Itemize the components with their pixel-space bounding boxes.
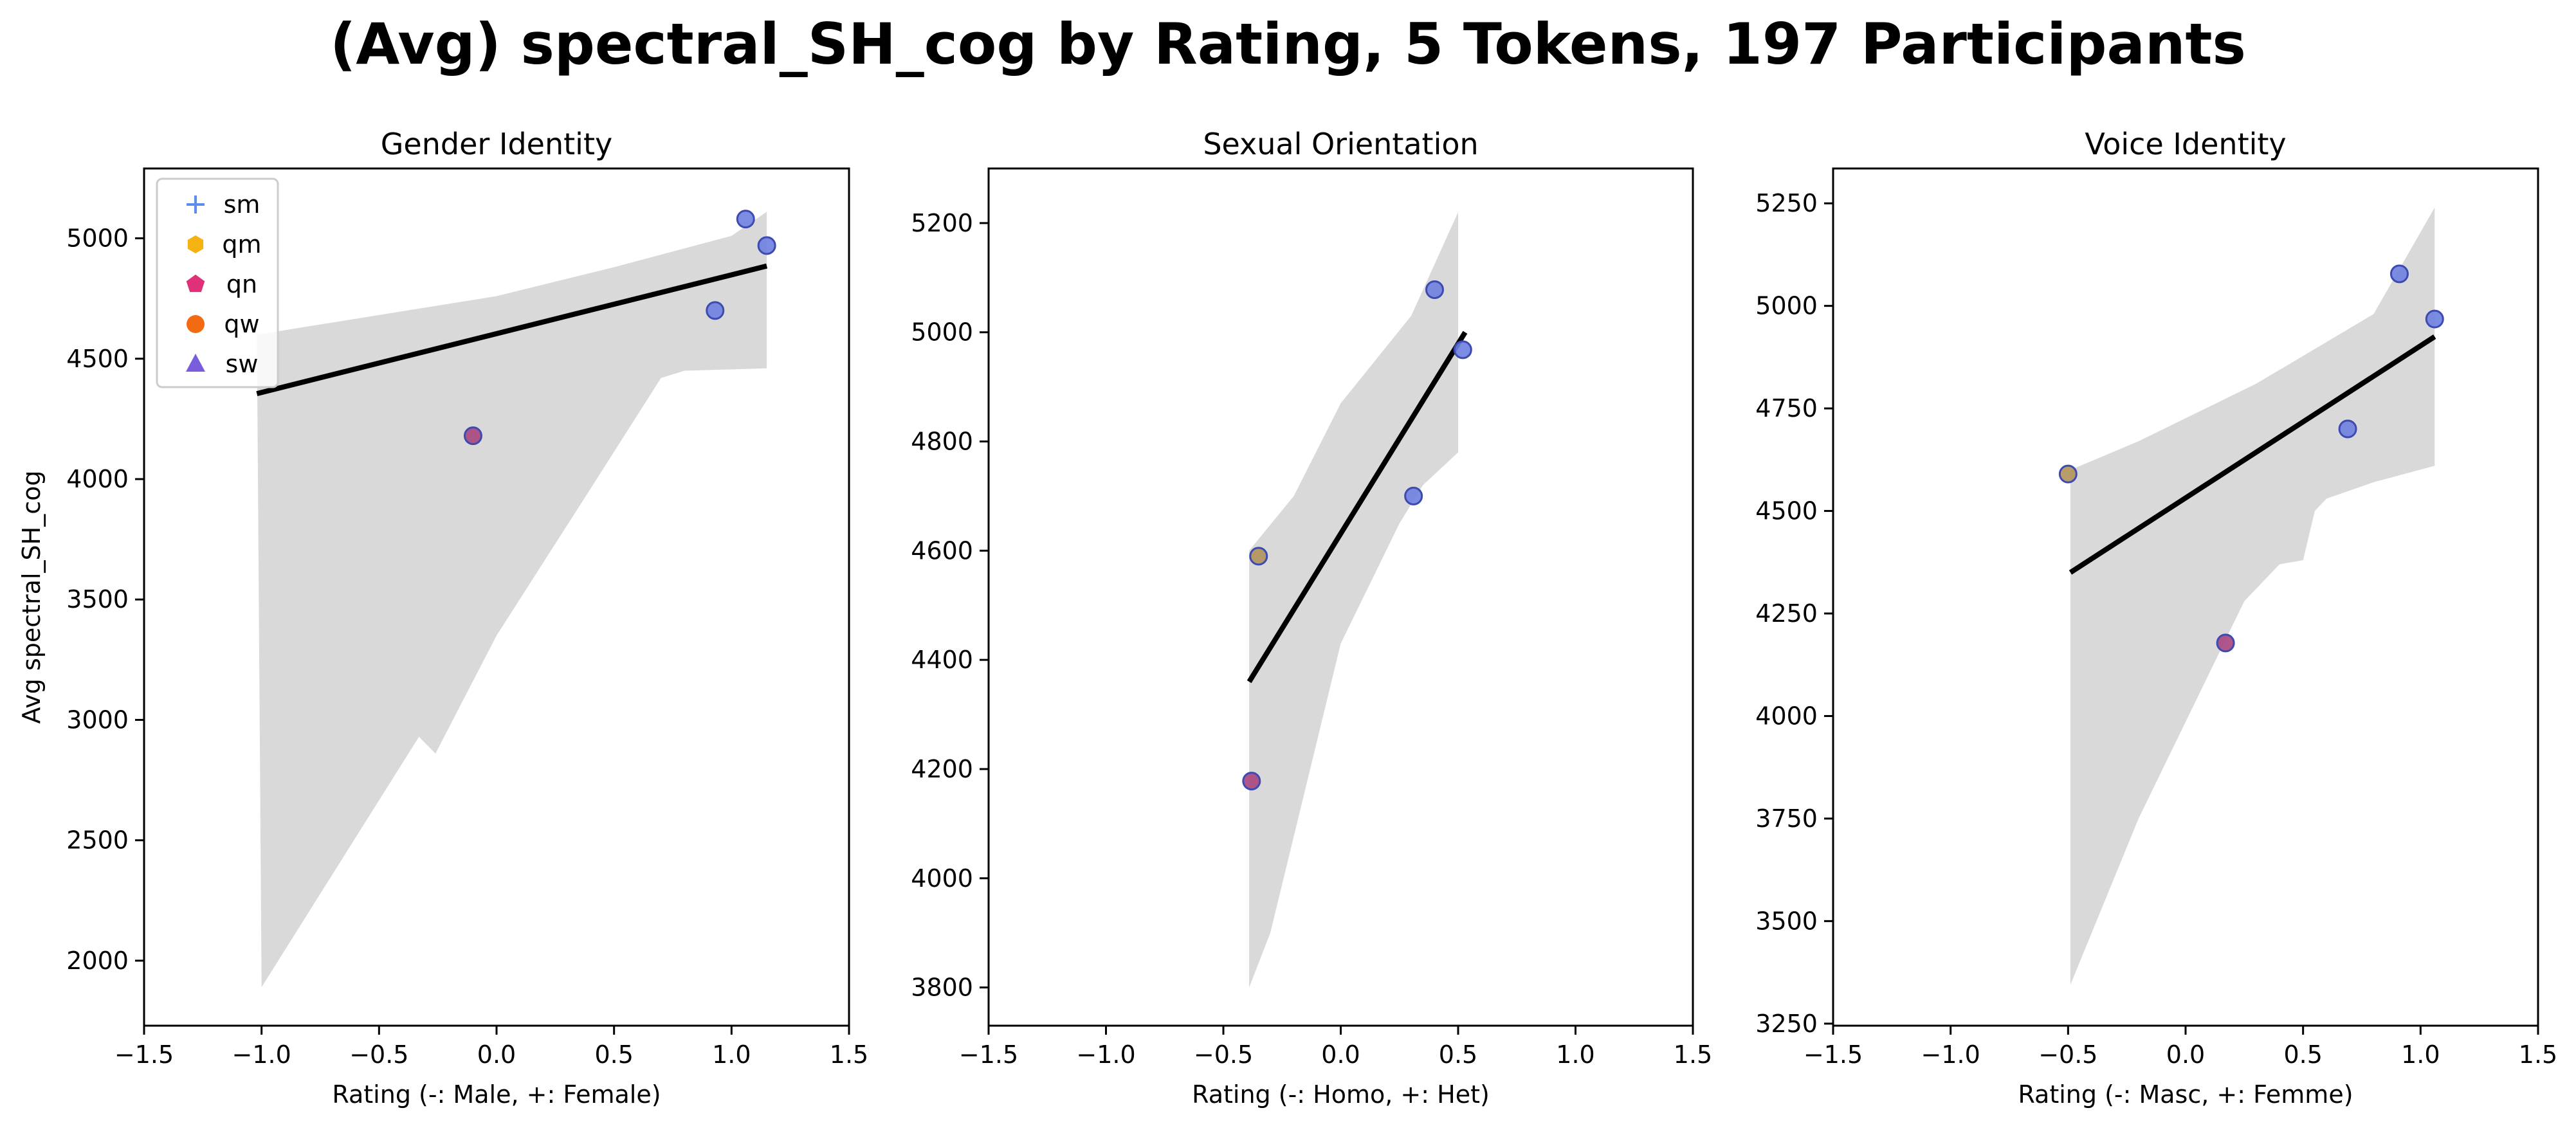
y-tick-label: 4000: [1755, 702, 1818, 730]
legend-label-sw: sw: [226, 350, 259, 378]
legend-label-sm: sm: [224, 190, 260, 219]
x-tick-label: −1.0: [1076, 1040, 1135, 1069]
y-tick-label: 4600: [911, 536, 973, 565]
figure-title: (Avg) spectral_SH_cog by Rating, 5 Token…: [330, 11, 2246, 77]
data-point: [1249, 547, 1268, 566]
legend-label-qw: qw: [224, 310, 259, 338]
y-tick-label: 3800: [911, 974, 973, 1002]
y-tick-label: 4200: [911, 755, 973, 783]
x-tick-label: −0.5: [1194, 1040, 1253, 1069]
data-point: [757, 236, 776, 255]
x-tick-label: −1.0: [232, 1040, 291, 1069]
y-tick-label: 5250: [1755, 189, 1818, 217]
legend-label-qm: qm: [222, 230, 261, 259]
y-tick-label: 4500: [66, 345, 129, 373]
y-tick-label: 3250: [1755, 1010, 1818, 1038]
x-tick-label: 1.0: [1556, 1040, 1594, 1069]
y-tick-label: 4800: [911, 428, 973, 456]
y-tick-label: 5200: [911, 209, 973, 237]
data-point: [1242, 772, 1261, 791]
y-tick-label: 4000: [911, 864, 973, 893]
regression-line: [1247, 331, 1468, 684]
data-point: [463, 426, 482, 446]
y-tick-label: 5000: [911, 318, 973, 347]
data-point: [706, 301, 725, 320]
y-axis-label: Avg spectral_SH_cog: [17, 471, 46, 724]
subplot-title: Gender Identity: [381, 127, 612, 161]
regression-line: [2069, 334, 2436, 575]
y-tick-label: 4500: [1755, 497, 1818, 525]
data-point: [736, 210, 755, 229]
y-tick-label: 2000: [66, 947, 129, 975]
x-tick-label: −0.5: [2038, 1040, 2097, 1069]
y-tick-label: 4250: [1755, 599, 1818, 628]
data-point: [2058, 464, 2078, 484]
x-axis-label: Rating (-: Male, +: Female): [332, 1080, 661, 1109]
x-tick-label: 1.5: [830, 1040, 868, 1069]
confidence-band: [1249, 212, 1458, 988]
legend-label-qn: qn: [226, 270, 257, 298]
data-point: [2425, 309, 2444, 329]
y-tick-label: 5000: [1755, 292, 1818, 320]
subplot-title: Sexual Orientation: [1203, 127, 1478, 161]
y-tick-label: 4400: [911, 646, 973, 674]
data-point: [2338, 419, 2357, 439]
legend-marker-qm: [187, 235, 204, 253]
x-tick-label: 1.5: [1674, 1040, 1712, 1069]
legend-marker-qn: [186, 275, 205, 293]
y-tick-label: 4750: [1755, 394, 1818, 422]
legend-marker-sm: [187, 195, 205, 213]
x-axis-label: Rating (-: Masc, +: Femme): [2018, 1080, 2353, 1109]
subplot-2: −1.5 −1.0 −0.5 0.0 0.5 1.0 1.5 3800 4000 4200 4400…: [911, 127, 1712, 1109]
x-tick-label: 0.0: [477, 1040, 516, 1069]
x-tick-label: 0.0: [2166, 1040, 2205, 1069]
legend: sm qm qn qw sw: [156, 177, 279, 388]
regression-line: [256, 263, 768, 396]
subplot-1: −1.5 −1.0 −0.5 0.0 0.5 1.0 1.5 2000 2500 3000 3500…: [17, 127, 868, 1109]
confidence-band: [257, 212, 767, 988]
x-tick-label: 0.5: [594, 1040, 633, 1069]
data-point: [1425, 280, 1444, 299]
y-tick-label: 3500: [1755, 907, 1818, 935]
y-tick-label: 3000: [66, 705, 129, 734]
legend-frame: [156, 177, 279, 388]
x-tick-label: −1.5: [959, 1040, 1018, 1069]
x-tick-label: 0.5: [1439, 1040, 1477, 1069]
legend-marker-qw: [187, 315, 205, 333]
data-point: [1453, 340, 1472, 359]
data-point: [1404, 486, 1423, 505]
x-tick-label: 1.5: [2519, 1040, 2557, 1069]
x-axis-label: Rating (-: Homo, +: Het): [1192, 1080, 1490, 1109]
legend-marker-sw: [186, 354, 205, 372]
y-tick-label: 4000: [66, 465, 129, 493]
x-tick-label: 1.0: [2401, 1040, 2440, 1069]
x-tick-label: 1.0: [712, 1040, 751, 1069]
y-tick-label: 5000: [66, 224, 129, 253]
x-tick-label: −1.5: [114, 1040, 174, 1069]
y-tick-label: 2500: [66, 826, 129, 855]
x-tick-label: 0.0: [1321, 1040, 1360, 1069]
subplot-3: −1.5 −1.0 −0.5 0.0 0.5 1.0 1.5 3250 3500 3750 4000…: [1755, 127, 2557, 1109]
y-tick-label: 3500: [66, 585, 129, 613]
x-tick-label: −1.5: [1804, 1040, 1863, 1069]
x-tick-label: −0.5: [349, 1040, 408, 1069]
x-tick-label: −1.0: [1921, 1040, 1980, 1069]
y-tick-label: 3750: [1755, 804, 1818, 833]
data-point: [2389, 264, 2409, 284]
subplot-title: Voice Identity: [2085, 127, 2286, 161]
x-tick-label: 0.5: [2283, 1040, 2322, 1069]
confidence-band: [2070, 207, 2435, 985]
data-point: [2216, 633, 2235, 653]
